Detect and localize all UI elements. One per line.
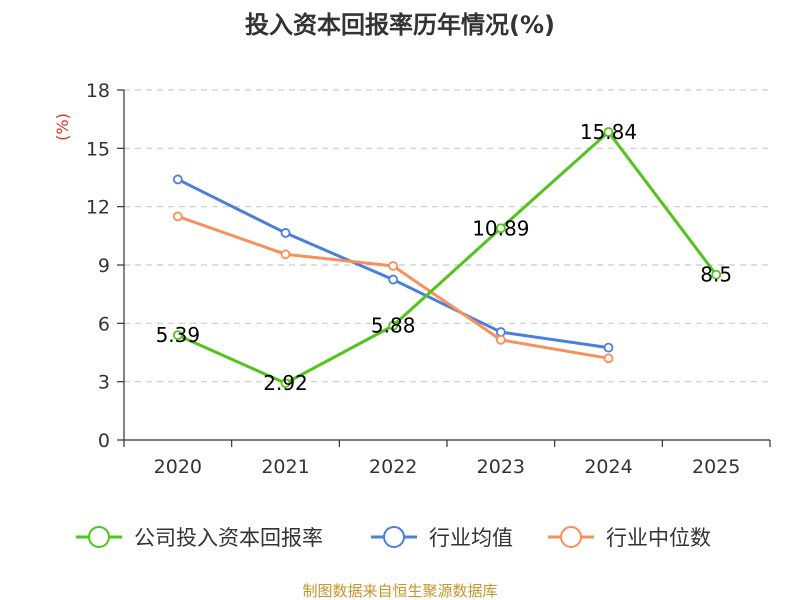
series-group xyxy=(172,127,722,389)
data-point-0 xyxy=(388,320,399,331)
x-tick-label: 2021 xyxy=(261,456,309,478)
axes: 0 3 6 9 12 15 18 2020 2021 2022 2023 2024 2025 xyxy=(86,80,771,478)
chart-title: 投入资本回报率历年情况(%) xyxy=(245,11,555,39)
legend-marker xyxy=(560,526,582,548)
data-label: 15.84 xyxy=(580,120,637,144)
data-label: 5.39 xyxy=(156,323,201,347)
x-tick-label: 2025 xyxy=(692,456,740,478)
x-tick-label: 2023 xyxy=(477,456,525,478)
data-point-2 xyxy=(388,261,399,271)
x-tick-label: 2020 xyxy=(154,456,202,478)
data-point-2 xyxy=(603,353,614,364)
data-point-2 xyxy=(495,334,506,345)
data-label: 5.88 xyxy=(371,314,416,338)
legend-item[interactable]: 行业均值 xyxy=(371,526,513,550)
source-note: 制图数据来自恒生聚源数据库 xyxy=(302,582,497,600)
data-point-2 xyxy=(280,249,291,260)
y-tick-label: 3 xyxy=(98,372,110,394)
x-tick-label: 2022 xyxy=(369,456,417,478)
legend-label: 行业中位数 xyxy=(606,526,711,550)
legend-item[interactable]: 公司投入资本回报率 xyxy=(76,526,323,550)
y-tick-label: 12 xyxy=(86,197,110,219)
legend-marker xyxy=(383,526,405,548)
y-tick-label: 15 xyxy=(86,138,110,160)
series-line-0 xyxy=(177,130,718,385)
x-tick-label: 2024 xyxy=(584,456,632,478)
data-point-1 xyxy=(172,174,183,185)
y-tick-label: 0 xyxy=(98,430,110,452)
data-label: 8.5 xyxy=(700,263,732,287)
y-tick-label: 18 xyxy=(86,80,110,102)
data-label: 2.92 xyxy=(263,371,308,395)
data-point-1 xyxy=(388,274,399,285)
data-point-0 xyxy=(172,330,183,341)
y-tick-label: 6 xyxy=(98,313,110,335)
legend-item[interactable]: 行业中位数 xyxy=(548,526,711,550)
data-point-0 xyxy=(711,269,722,280)
legend-marker xyxy=(88,526,110,548)
data-point-1 xyxy=(495,327,506,337)
y-tick-label: 9 xyxy=(98,255,110,277)
data-point-1 xyxy=(280,228,291,238)
grid xyxy=(124,89,770,383)
data-label: 10.89 xyxy=(472,216,529,240)
data-point-1 xyxy=(603,342,614,353)
legend-label: 公司投入资本回报率 xyxy=(134,526,323,550)
legend-label: 行业均值 xyxy=(429,526,513,550)
data-point-0 xyxy=(495,223,506,234)
data-labels: 5.39 2.92 5.88 10.89 15.84 8.5 xyxy=(156,120,733,395)
y-axis-label: (%) xyxy=(53,113,72,141)
legend[interactable]: 公司投入资本回报率 行业均值 行业中位数 xyxy=(76,526,711,550)
data-point-0 xyxy=(280,378,291,389)
data-point-2 xyxy=(172,211,183,222)
data-point-0 xyxy=(603,127,614,137)
